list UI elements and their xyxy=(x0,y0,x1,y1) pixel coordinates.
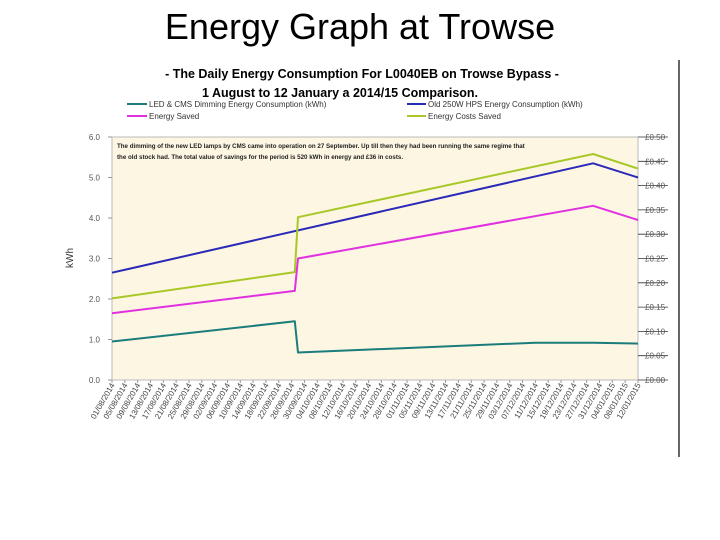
y2-tick-label: £0.25 xyxy=(645,255,666,264)
series-layer xyxy=(111,153,639,354)
legend-label-old: Old 250W HPS Energy Consumption (kWh) xyxy=(428,100,583,109)
y2-tick-label: £0.35 xyxy=(645,206,666,215)
y2-tick-label: £0.20 xyxy=(645,279,666,288)
y2-tick-label: £0.15 xyxy=(645,303,666,312)
y-axis-label: kWh xyxy=(65,248,76,268)
y2-tick-label: £0.05 xyxy=(645,352,666,361)
y2-axis-ticks: £0.00 £0.05 £0.10 £0.15 £0.20 £0.25 £0.30 £0.35… xyxy=(638,133,668,385)
y-tick-label: 6.0 xyxy=(89,133,101,142)
y2-tick-label: £0.40 xyxy=(645,182,666,191)
y2-tick-label: £0.50 xyxy=(645,133,666,142)
y-tick-label: 4.0 xyxy=(89,214,101,223)
series-line-led-cms-dimming-energy-consumption-kwh xyxy=(111,320,639,354)
series-line-old-250w-hps-energy-consumption-kwh xyxy=(111,162,639,274)
y-tick-label: 0.0 xyxy=(89,376,101,385)
chart-annotation-line-1: The dimming of the new LED lamps by CMS … xyxy=(117,143,525,150)
y2-tick-label: £0.10 xyxy=(645,327,666,336)
y2-tick-label: £0.45 xyxy=(645,157,666,166)
x-axis-ticks: 01/08/201405/08/201409/08/201413/08/2014… xyxy=(89,380,643,421)
y-axis-ticks: 0.0 1.0 2.0 3.0 4.0 5.0 6.0 xyxy=(89,133,112,385)
legend-label-led: LED & CMS Dimming Energy Consumption (kW… xyxy=(149,100,327,109)
chart-title-line-1: - The Daily Energy Consumption For L0040… xyxy=(165,67,559,81)
y2-tick-label: £0.30 xyxy=(645,230,666,239)
y-tick-label: 1.0 xyxy=(89,336,101,345)
y-tick-label: 5.0 xyxy=(89,174,101,183)
y-tick-label: 2.0 xyxy=(89,295,101,304)
chart-title-line-2: 1 August to 12 January a 2014/15 Compari… xyxy=(202,86,478,100)
chart-annotation-line-2: the old stock had. The total value of sa… xyxy=(117,154,403,161)
chart-legend: LED & CMS Dimming Energy Consumption (kW… xyxy=(127,100,583,121)
y-tick-label: 3.0 xyxy=(89,255,101,264)
legend-label-costs-saved: Energy Costs Saved xyxy=(428,112,501,121)
y2-tick-label: £0.00 xyxy=(645,376,666,385)
slide-title: Energy Graph at Trowse xyxy=(164,6,556,47)
legend-label-energy-saved: Energy Saved xyxy=(149,112,199,121)
series-line-energy-costs-saved xyxy=(111,153,639,300)
series-line-energy-saved xyxy=(111,204,639,315)
